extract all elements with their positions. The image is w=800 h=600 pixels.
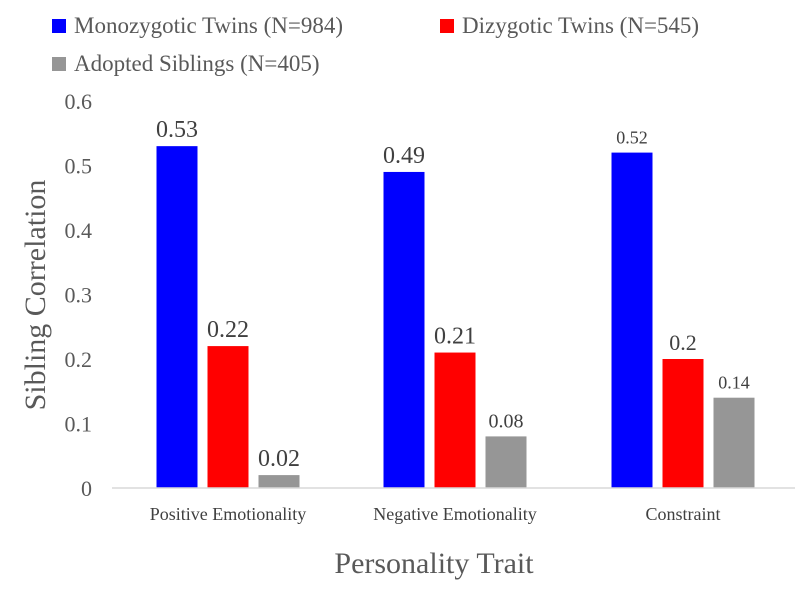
x-category-label: Constraint [646,504,721,524]
legend-label: Monozygotic Twins (N=984) [74,13,343,38]
x-category-label: Positive Emotionality [150,504,307,524]
y-tick-label: 0.6 [65,89,93,114]
bar [383,171,425,488]
bar [662,359,704,488]
legend-swatch [52,19,66,33]
y-axis-title: Sibling Correlation [19,180,52,411]
y-tick-label: 0.2 [65,347,93,372]
data-label: 0.08 [489,410,524,432]
data-label: 0.53 [156,117,198,143]
bar [156,146,198,488]
data-label: 0.14 [718,373,750,393]
data-label: 0.02 [258,446,300,472]
bar [485,436,527,488]
x-category-label: Negative Emotionality [373,504,536,524]
y-tick-label: 0.1 [65,412,93,437]
y-tick-label: 0.4 [65,218,93,243]
y-tick-label: 0.5 [65,154,93,179]
bar [258,475,300,488]
legend-label: Adopted Siblings (N=405) [74,51,320,76]
x-axis: Positive Emotionality Negative Emotionali… [112,487,795,524]
y-tick-label: 0 [81,476,92,501]
data-label: 0.52 [616,128,648,148]
legend-label: Dizygotic Twins (N=545) [462,13,699,38]
bar [611,152,653,488]
y-tick-label: 0.3 [65,283,93,308]
bars: 0.53 0.49 0.52 0.22 0.21 0.2 0.02 0.08 0.14 [156,117,755,488]
bar [207,346,249,488]
y-axis: 0 0.1 0.2 0.3 0.4 0.5 0.6 [65,89,93,501]
bar [434,352,476,488]
legend: Monozygotic Twins (N=984) Dizygotic Twins… [52,13,699,76]
data-label: 0.2 [669,330,697,355]
data-label: 0.21 [434,324,476,350]
bar [713,397,755,488]
data-label: 0.49 [383,143,425,169]
legend-swatch [440,19,454,33]
legend-swatch [52,57,66,71]
x-axis-title: Personality Trait [334,547,534,580]
data-label: 0.22 [207,317,249,343]
